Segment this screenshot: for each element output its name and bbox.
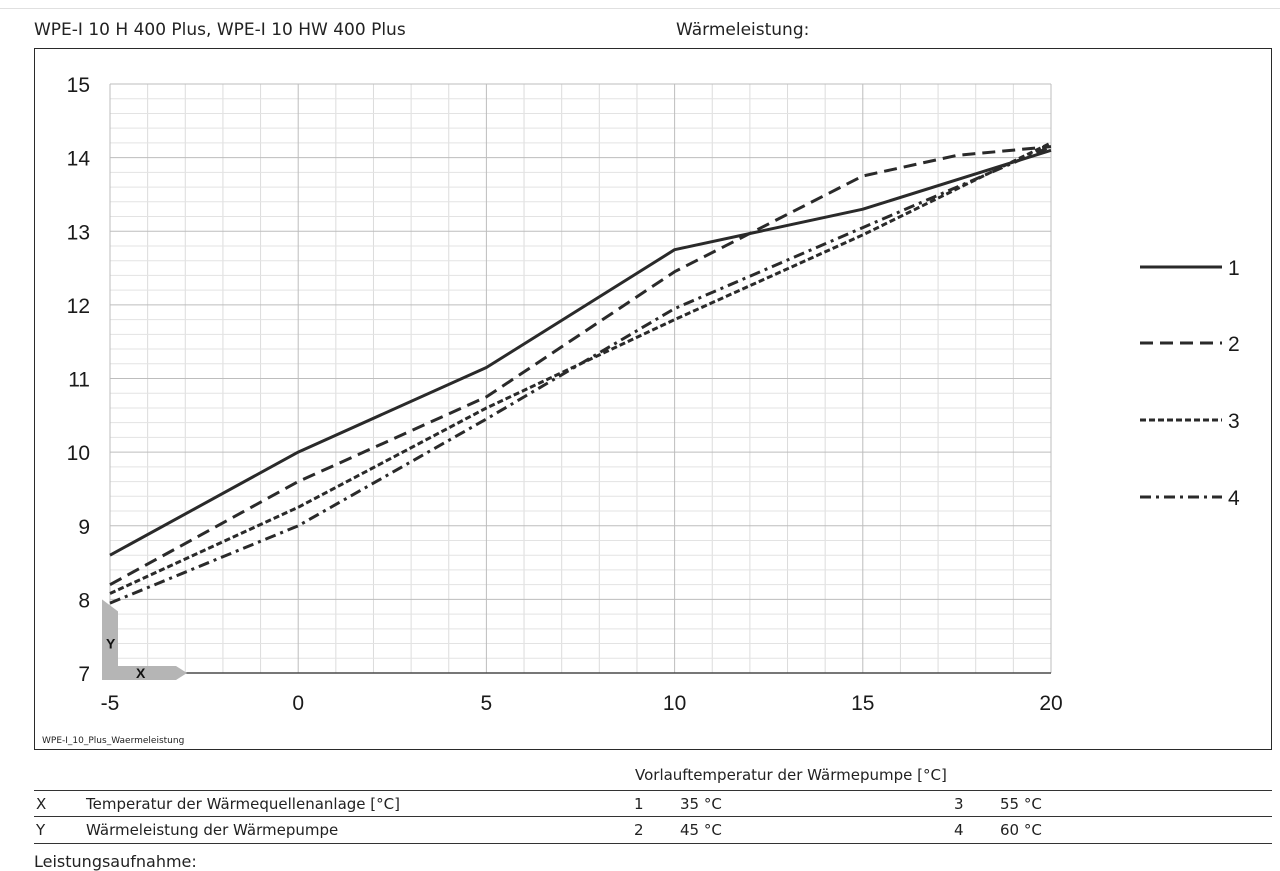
curve-number: 4 (954, 821, 964, 839)
row-description: Wärmeleistung der Wärmepumpe (86, 821, 339, 839)
row-key: Y (36, 821, 46, 839)
curve-number: 3 (954, 795, 964, 813)
y-tick-label: 9 (78, 516, 90, 539)
row-key: X (36, 795, 47, 813)
series-2-line (109, 145, 1052, 587)
chart-frame (34, 48, 1272, 750)
top-divider (0, 8, 1280, 9)
curve-temperature: 60 °C (1000, 821, 1042, 839)
y-tick-label: 13 (67, 221, 90, 244)
curve-number: 1 (634, 795, 644, 813)
y-tick-label: 10 (67, 442, 90, 465)
chart-source-label: WPE-I_10_Plus_Waermeleistung (42, 736, 185, 746)
series-4-line (109, 145, 1052, 605)
legend-label-2: 2 (1228, 333, 1240, 356)
legend-label-3: 3 (1228, 410, 1240, 433)
major-grid (109, 83, 1052, 674)
y-tick-label: 7 (78, 663, 90, 686)
chart-heading: Wärmeleistung: (676, 20, 810, 40)
power-consumption-heading: Leistungsaufnahme: (34, 852, 197, 871)
legend: 1 2 3 4 (1140, 257, 1240, 510)
x-tick-label: 5 (481, 692, 493, 715)
x-tick-label: 10 (663, 692, 686, 715)
table-caption: Vorlauftemperatur der Wärmepumpe [°C] (635, 766, 947, 784)
curve-temperature: 55 °C (1000, 795, 1042, 813)
series-1-line (109, 148, 1052, 557)
curve-temperature: 35 °C (680, 795, 722, 813)
legend-label-1: 1 (1228, 257, 1240, 280)
axis-indicator-shape (102, 599, 187, 680)
x-tick-label: 15 (851, 692, 874, 715)
x-tick-label: 0 (292, 692, 304, 715)
axis-indicator: YX (102, 599, 187, 681)
y-tick-label: 15 (67, 74, 90, 97)
y-axis-label: Y (106, 636, 116, 652)
y-tick-label: 11 (68, 369, 90, 392)
curve-temperature: 45 °C (680, 821, 722, 839)
y-tick-label: 12 (67, 295, 90, 318)
y-tick-label: 8 (78, 589, 90, 612)
table-row: Y Wärmeleistung der Wärmepumpe 2 45 °C 4… (34, 816, 1272, 844)
curve-number: 2 (634, 821, 644, 839)
model-header: WPE-I 10 H 400 Plus, WPE-I 10 HW 400 Plu… (34, 20, 406, 40)
row-description: Temperatur der Wärmequellenanlage [°C] (86, 795, 400, 813)
series-layer (109, 141, 1052, 605)
x-tick-label: 20 (1039, 692, 1062, 715)
y-tick-label: 14 (67, 148, 91, 171)
table-row: X Temperatur der Wärmequellenanlage [°C]… (34, 790, 1272, 817)
legend-label-4: 4 (1228, 487, 1240, 510)
tick-labels: -5 0 5 10 15 20 7 8 9 10 11 12 13 14 15 (67, 74, 1063, 715)
x-tick-label: -5 (101, 692, 120, 715)
x-axis-label: X (136, 665, 146, 681)
